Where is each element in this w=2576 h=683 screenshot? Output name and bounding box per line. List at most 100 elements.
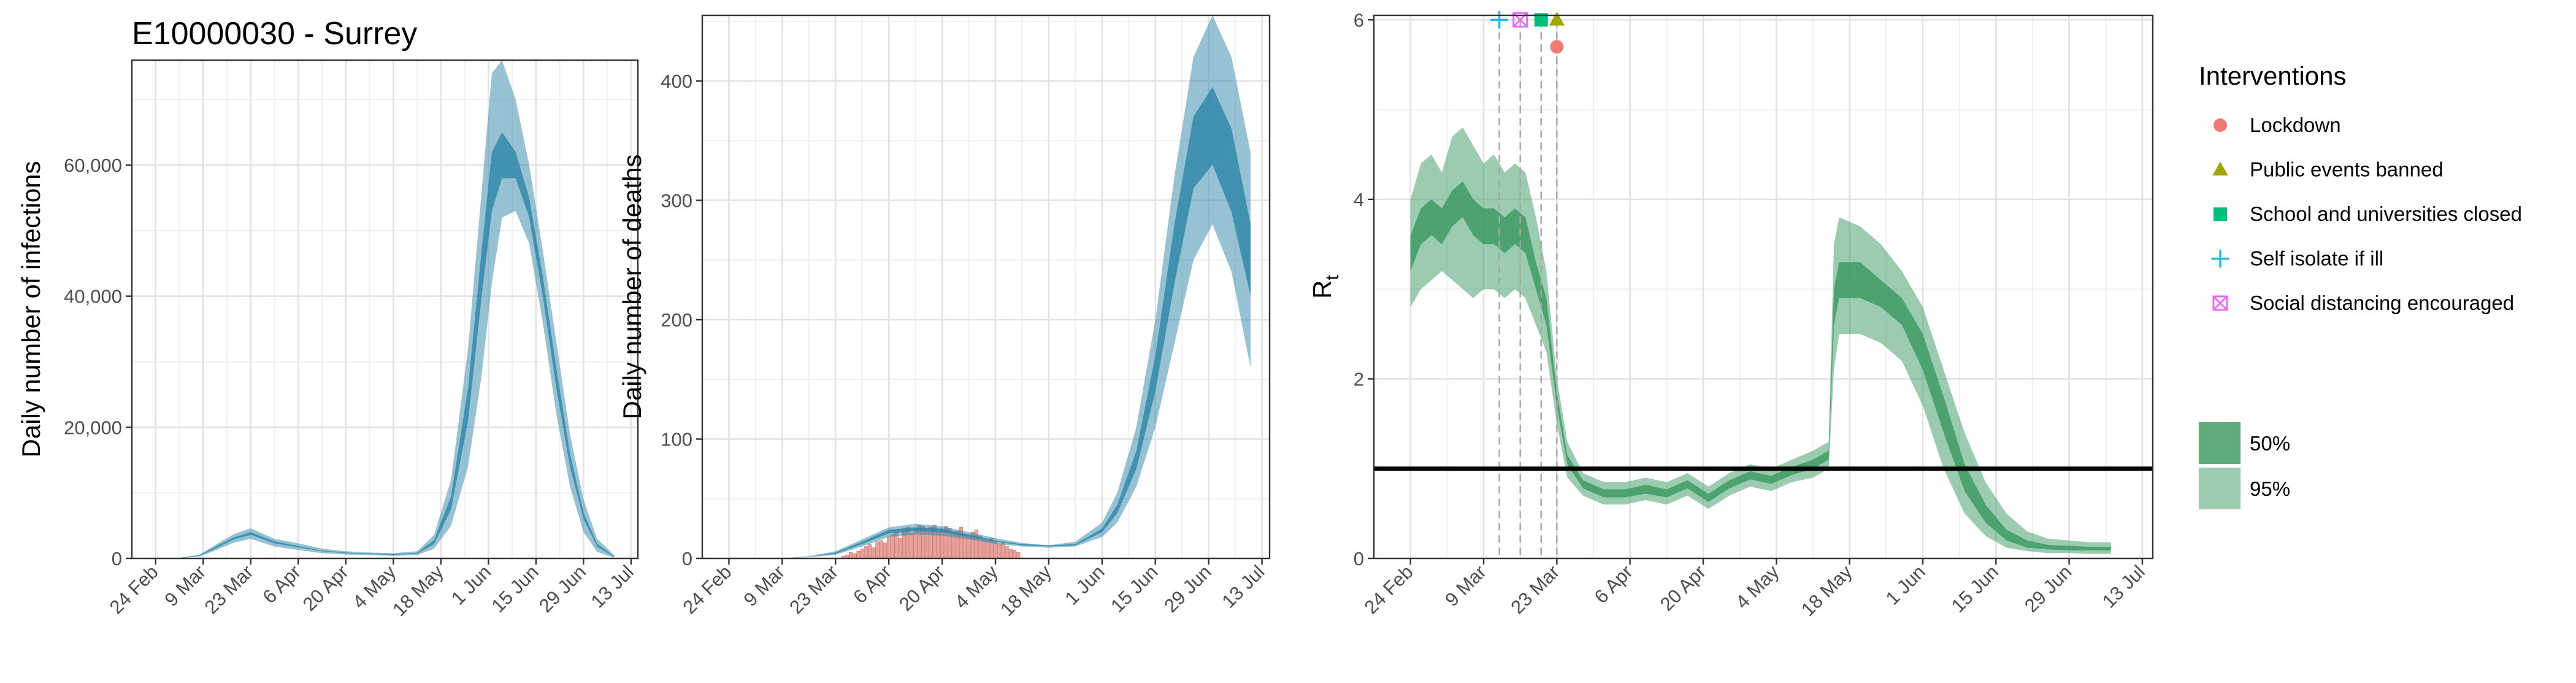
death-bar [875,541,880,558]
school-closed-marker [1534,13,1548,27]
deaths-y-tick-label: 200 [661,309,692,331]
death-bar [910,533,914,558]
rt-x-tick-label: 20 Apr [1656,561,1710,615]
death-bar [997,544,1002,558]
rt-x-tick-label: 1 Jun [1882,561,1930,609]
infections-panel-border [131,59,639,560]
deaths-x-tick-label: 4 May [951,561,1003,613]
death-bar [864,546,868,558]
death-bar [868,544,872,558]
rt-y-tick-label: 4 [1354,189,1364,210]
deaths-x-tick-label: 1 Jun [1060,561,1108,609]
deaths-y-tick-label: 100 [661,428,692,450]
deaths-x-tick-label: 18 May [996,561,1056,620]
lockdown-marker [1550,40,1564,54]
public-events-marker [1549,12,1565,26]
deaths-band-50 [729,87,1251,558]
deaths-x-tick-label: 29 Jun [1160,561,1216,617]
death-bar [891,534,895,558]
death-bar [898,538,902,558]
rt-y-axis-label: Rt [1308,275,1343,299]
rt-x-tick-label: 18 May [1797,561,1857,620]
infections-x-tick-label: 23 Mar [201,561,258,618]
death-bar [1005,546,1009,558]
social-distancing-marker-x2 [2212,295,2228,311]
band-legend-label-95: 95% [2250,477,2290,500]
deaths-band-95 [729,15,1251,558]
death-bar [986,540,990,558]
infections-y-tick-label: 60,000 [64,155,122,176]
infections-x-tick-label: 29 Jun [535,561,591,617]
deaths-y-tick-label: 300 [661,190,692,211]
deaths-content [729,15,1251,558]
self-isolate-marker [2211,250,2229,268]
death-bar [944,526,948,558]
death-bar [860,549,864,558]
deaths-panel-border [701,14,1271,560]
rt-x-tick-label: 15 Jun [1947,561,2003,617]
rt-panel-border [1373,14,2154,560]
infections-x-tick-label: 20 Apr [299,561,353,615]
interventions-legend-title: Interventions [2199,61,2346,90]
rt-y-tick-label: 6 [1354,9,1364,31]
rt-x-tick-label: 6 Apr [1590,561,1637,608]
infections-y-tick-label: 40,000 [64,286,122,307]
rt-y-tick-label: 2 [1354,368,1364,390]
infections-content [142,60,615,558]
deaths-x-tick-label: 24 Feb [678,561,735,618]
death-bar [849,552,853,558]
band-legend-key-50 [2199,422,2241,464]
death-bar [959,527,964,558]
infections-x-tick-label: 18 May [388,561,448,620]
legend-label-lockdown: Lockdown [2250,114,2341,136]
infections-x-tick-label: 15 Jun [487,561,543,617]
social-distancing-marker [2212,295,2228,311]
social-distancing-marker-box [1512,12,1528,28]
legend-label-public-events: Public events banned [2250,158,2444,181]
death-bar [845,554,849,558]
rt-x-tick-label: 13 Jul [2098,561,2149,612]
intervention-markers [1490,11,1565,54]
rt-x-axis: 24 Feb 9 Mar 23 Mar 6 Apr 20 Apr 4 May 18 May 1… [1360,558,2149,620]
rt-x-tick-label: 9 Mar [1441,561,1490,611]
death-bar [970,531,975,558]
infections-y-tick-label: 20,000 [64,417,122,438]
death-bar [883,542,887,558]
deaths-x-tick-label: 9 Mar [740,561,789,611]
band-legend-label-50: 50% [2250,432,2290,455]
chart-title: E10000030 - Surrey [132,16,417,52]
deaths-x-tick-label: 15 Jun [1106,561,1162,617]
death-bar [853,553,857,558]
rt-y-axis: 0 2 4 6 [1354,9,1374,569]
deaths-x-tick-label: 20 Apr [895,561,949,615]
death-bar [1001,542,1005,558]
infections-y-axis-label: Daily number of infections [17,161,45,457]
lockdown-marker [2214,118,2227,132]
deaths-y-tick-label: 400 [661,71,692,92]
rt-content [1374,20,2153,558]
legend: Interventions Lockdown Public events banne… [2199,61,2522,509]
public-events-marker [2212,161,2228,176]
death-bar [879,540,883,558]
rt-x-tick-label: 24 Feb [1360,561,1417,618]
self-isolate-marker [1490,11,1508,29]
rt-y-label-main: R [1308,280,1336,299]
school-closed-marker [2214,207,2227,221]
deaths-x-tick-label: 13 Jul [1217,561,1268,612]
rt-y-tick-label: 0 [1354,548,1364,569]
death-bar [967,536,971,558]
rt-panel: 0 2 4 6 24 Feb 9 Mar 23 Mar 6 Apr 20 Apr 4 May 18 … [1308,9,2154,620]
death-bar [887,536,891,558]
death-bar [872,547,876,558]
death-bar [936,531,940,558]
deaths-y-axis-label: Daily number of deaths [618,155,646,420]
rt-x-tick-label: 4 May [1731,561,1784,613]
rt-y-label-sub: t [1322,275,1343,280]
legend-label-social-distancing: Social distancing encouraged [2250,291,2514,314]
infections-x-tick-label: 13 Jul [587,561,638,612]
